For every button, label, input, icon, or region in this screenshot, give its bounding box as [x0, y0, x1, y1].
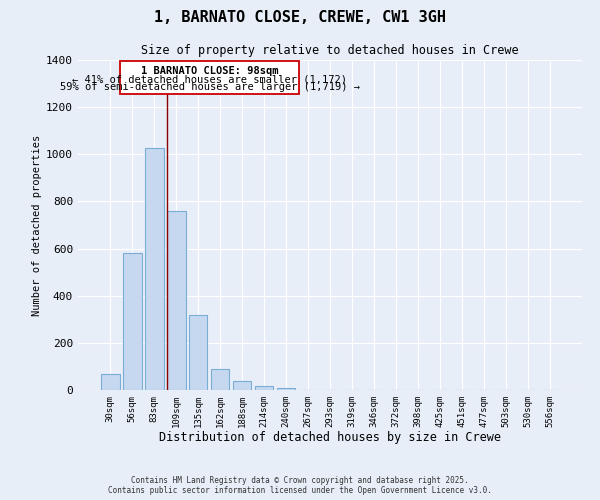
- FancyBboxPatch shape: [120, 61, 299, 94]
- Bar: [277, 388, 295, 390]
- Bar: [211, 370, 229, 390]
- Text: 1 BARNATO CLOSE: 98sqm: 1 BARNATO CLOSE: 98sqm: [141, 66, 278, 76]
- Bar: [233, 380, 251, 390]
- Bar: [101, 374, 119, 390]
- Bar: [255, 386, 274, 390]
- Text: ← 41% of detached houses are smaller (1,172): ← 41% of detached houses are smaller (1,…: [72, 74, 347, 84]
- X-axis label: Distribution of detached houses by size in Crewe: Distribution of detached houses by size …: [159, 432, 501, 444]
- Bar: [167, 211, 185, 390]
- Text: Contains HM Land Registry data © Crown copyright and database right 2025.
Contai: Contains HM Land Registry data © Crown c…: [108, 476, 492, 495]
- Title: Size of property relative to detached houses in Crewe: Size of property relative to detached ho…: [141, 44, 519, 58]
- Bar: [189, 314, 208, 390]
- Bar: [145, 148, 164, 390]
- Text: 59% of semi-detached houses are larger (1,719) →: 59% of semi-detached houses are larger (…: [59, 82, 359, 92]
- Bar: [123, 254, 142, 390]
- Text: 1, BARNATO CLOSE, CREWE, CW1 3GH: 1, BARNATO CLOSE, CREWE, CW1 3GH: [154, 10, 446, 25]
- Y-axis label: Number of detached properties: Number of detached properties: [32, 134, 42, 316]
